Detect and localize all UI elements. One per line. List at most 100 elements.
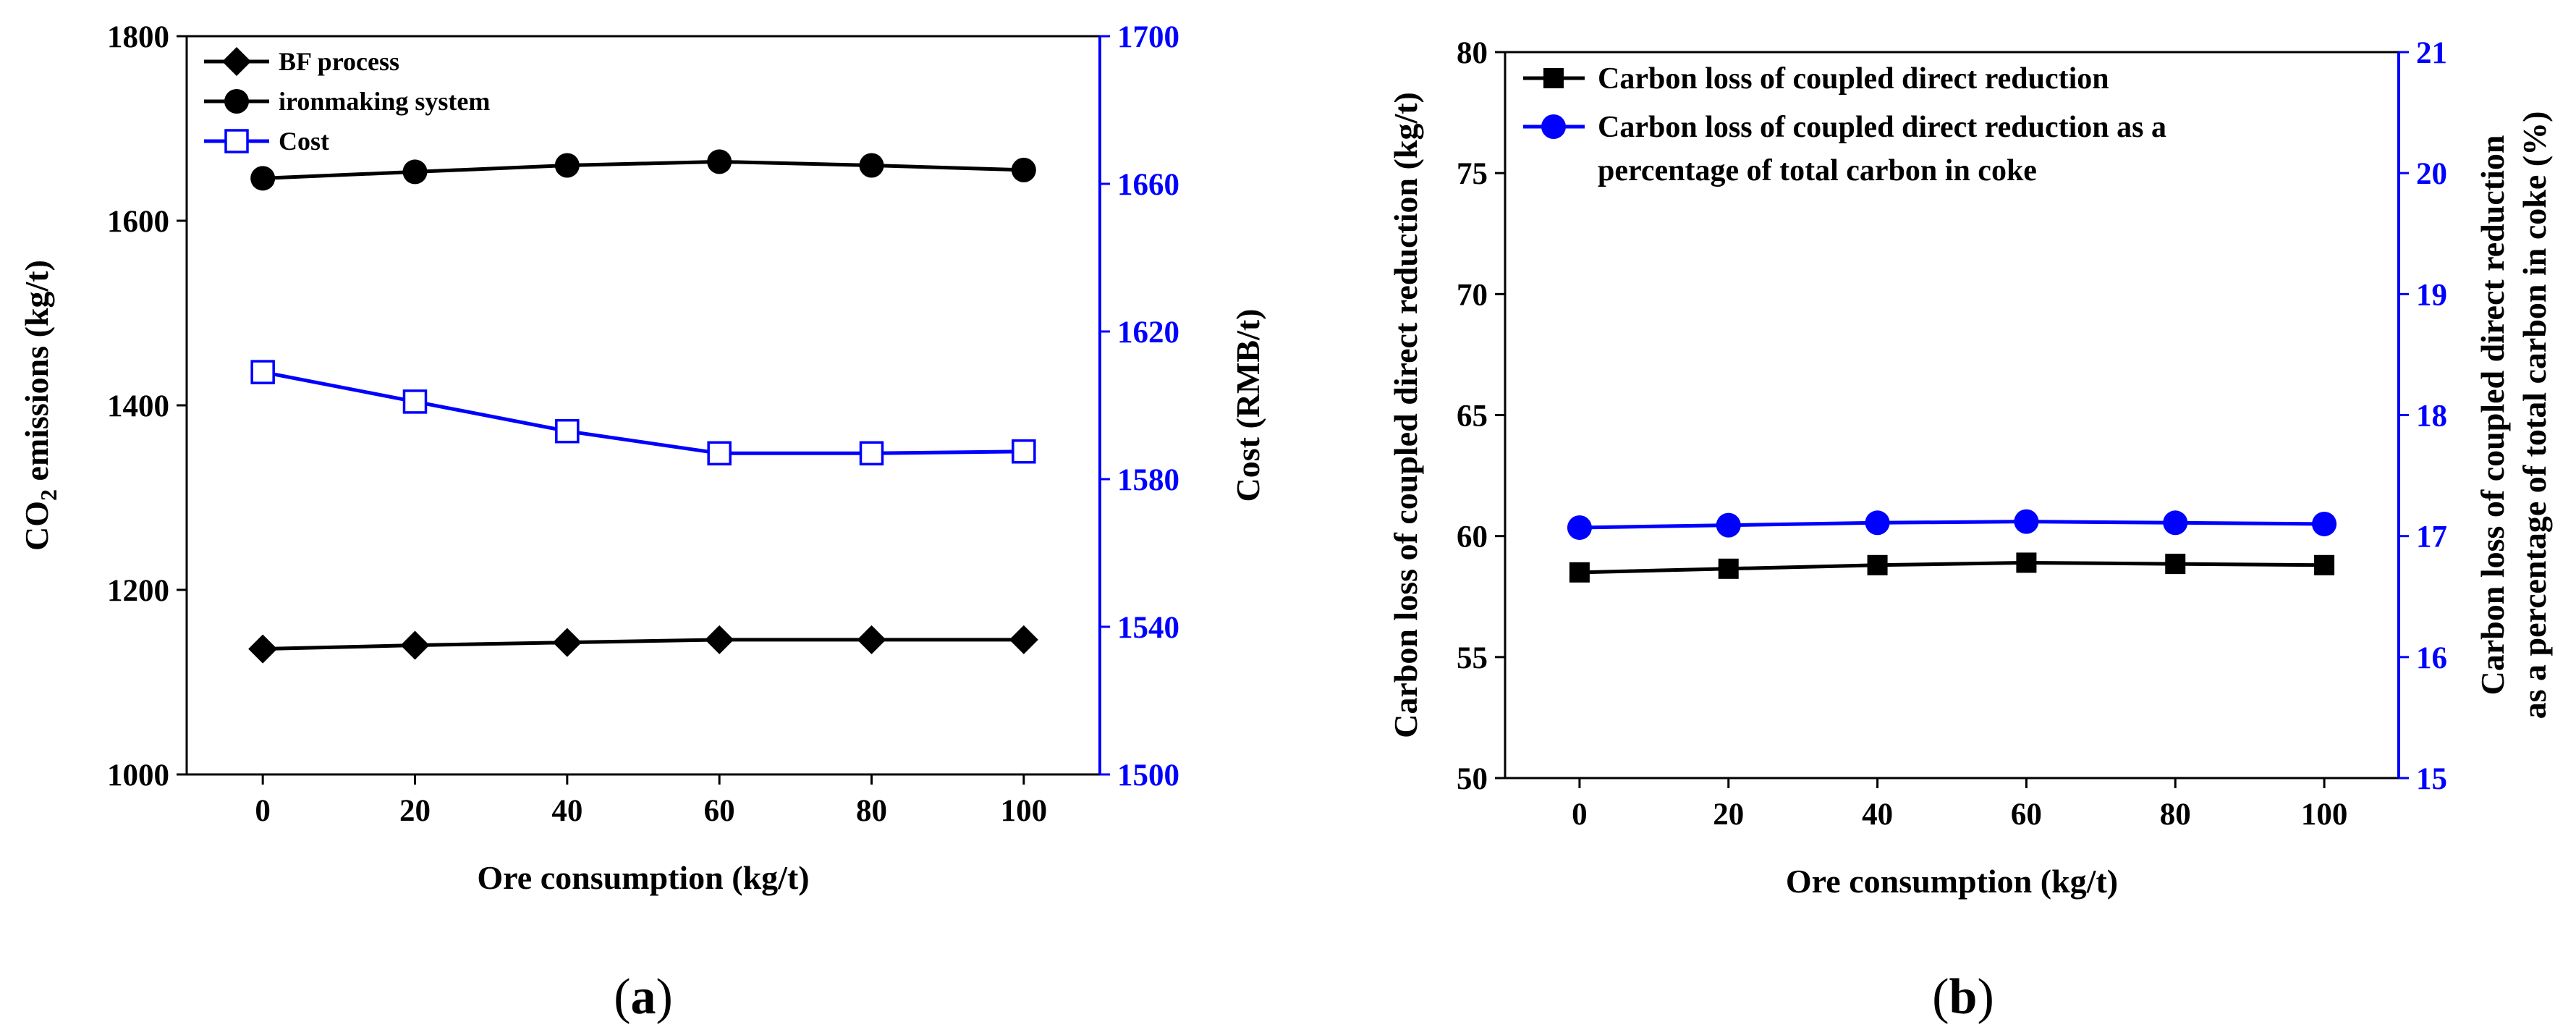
data-point xyxy=(2314,554,2335,575)
legend-marker xyxy=(222,47,251,76)
x-tick-label: 60 xyxy=(704,794,735,828)
caption-letter: a xyxy=(631,969,656,1025)
y-axis-title-subscript: 2 xyxy=(35,489,62,501)
data-point xyxy=(1569,562,1590,583)
x-tick-label: 0 xyxy=(255,794,271,828)
y2-axis-title-line-2: as a percentage of total carbon in coke … xyxy=(2516,111,2553,719)
y2-axis-title: Cost (RMB/t) xyxy=(1229,309,1266,502)
y-tick-label: 50 xyxy=(1457,762,1488,796)
x-tick-label: 100 xyxy=(1001,794,1048,828)
legend-label: ironmaking system xyxy=(279,87,490,116)
legend: Carbon loss of coupled direct reduction C… xyxy=(1523,62,2166,187)
data-point xyxy=(1011,157,1036,182)
data-point xyxy=(555,418,580,444)
data-point xyxy=(2016,552,2037,573)
y-axis-title-part: emissions (kg/t) xyxy=(18,260,55,489)
series-line-1 xyxy=(263,638,1024,651)
caption-paren: ( xyxy=(614,969,630,1025)
y-tick-label: 55 xyxy=(1457,641,1488,675)
x-tick-label: 40 xyxy=(551,794,582,828)
y2-tick-label: 1620 xyxy=(1117,316,1179,350)
x-tick-label: 0 xyxy=(1572,798,1588,832)
y-tick-label: 1600 xyxy=(107,205,169,239)
legend-label: Carbon loss of coupled direct reduction xyxy=(1598,62,2109,96)
y2-tick-label: 1700 xyxy=(1117,20,1179,54)
y-tick-label: 1200 xyxy=(107,574,169,608)
data-point xyxy=(1865,510,1890,536)
y2-tick-label: 1540 xyxy=(1117,611,1179,645)
data-point xyxy=(402,389,428,414)
data-point xyxy=(2163,510,2188,536)
x-axis-title: Ore consumption (kg/t) xyxy=(477,859,809,896)
data-point xyxy=(250,166,276,191)
data-point xyxy=(1009,625,1038,654)
y2-tick-label: 1580 xyxy=(1117,463,1179,497)
data-point xyxy=(400,630,430,660)
panel-caption: (b) xyxy=(1932,969,1994,1025)
y-tick-label: 65 xyxy=(1457,400,1488,434)
caption-paren: ) xyxy=(1977,969,1994,1025)
data-point xyxy=(248,634,278,664)
y-tick-label: 1400 xyxy=(107,389,169,423)
data-point xyxy=(2165,554,2186,575)
data-point xyxy=(859,441,884,466)
y2-axis-title-line-1: Carbon loss of coupled direct reduction xyxy=(2474,135,2511,696)
data-point xyxy=(2312,511,2337,536)
y-tick-label: 80 xyxy=(1457,36,1488,70)
legend-marker xyxy=(1541,114,1566,139)
y2-tick-label: 16 xyxy=(2416,641,2447,675)
data-point xyxy=(1718,558,1739,579)
y2-tick-label: 21 xyxy=(2416,36,2447,70)
legend-label: Cost xyxy=(279,127,329,156)
legend: BF process ironmaking system Cost xyxy=(204,47,490,156)
x-tick-label: 80 xyxy=(856,794,887,828)
y-tick-label: 1800 xyxy=(107,20,169,54)
x-axis-title: Ore consumption (kg/t) xyxy=(1786,863,2118,900)
y-tick-label: 1000 xyxy=(107,759,169,793)
panel-caption: (a) xyxy=(614,969,673,1025)
data-point xyxy=(1716,512,1741,538)
data-point xyxy=(857,625,886,654)
y2-tick-label: 1500 xyxy=(1117,759,1179,793)
y-axis-title: CO2 emissions (kg/t) xyxy=(18,260,62,551)
x-tick-label: 80 xyxy=(2160,798,2191,832)
legend-label: percentage of total carbon in coke xyxy=(1598,154,2037,187)
chart-panel-a: 0 20 40 60 80 100 1000 1200 1400 1600 1800 1500 1540… xyxy=(18,20,1266,1025)
series-line-3 xyxy=(262,370,1024,455)
caption-paren: ) xyxy=(656,969,673,1025)
y-axis-title-part: CO xyxy=(18,501,55,551)
y2-tick-label: 15 xyxy=(2416,762,2447,796)
data-point xyxy=(554,153,580,178)
legend-marker xyxy=(224,129,249,153)
x-tick-label: 20 xyxy=(399,794,431,828)
y-tick-label: 75 xyxy=(1457,157,1488,191)
legend-label: BF process xyxy=(279,47,399,76)
y-axis-title: Carbon loss of coupled direct reduction … xyxy=(1387,92,1424,738)
data-point xyxy=(1567,515,1592,540)
y-tick-label: 60 xyxy=(1457,520,1488,554)
y2-tick-label: 18 xyxy=(2416,400,2447,434)
data-point xyxy=(552,628,582,657)
data-point xyxy=(250,360,275,384)
x-tick-label: 60 xyxy=(2011,798,2042,832)
legend-marker xyxy=(224,89,249,114)
series-line-2 xyxy=(263,159,1024,180)
data-point xyxy=(2014,509,2039,534)
data-point xyxy=(705,625,734,654)
data-point xyxy=(402,159,428,185)
legend-marker xyxy=(1543,68,1564,88)
data-point xyxy=(707,441,732,466)
chart-panel-b: 0 20 40 60 80 100 50 55 60 65 70 75 80 15 16 17 18 19 20 21… xyxy=(1387,36,2553,1025)
caption-letter: b xyxy=(1949,969,1978,1025)
data-point xyxy=(1012,439,1036,464)
y2-tick-label: 19 xyxy=(2416,278,2447,312)
y2-tick-label: 17 xyxy=(2416,520,2447,554)
data-point xyxy=(1867,554,1888,575)
series-line-2 xyxy=(1579,520,2325,530)
x-tick-label: 40 xyxy=(1862,798,1893,832)
data-point xyxy=(859,153,884,178)
y2-tick-label: 20 xyxy=(2416,157,2447,191)
series-line-1 xyxy=(1579,560,2325,575)
y2-tick-label: 1660 xyxy=(1117,168,1179,202)
